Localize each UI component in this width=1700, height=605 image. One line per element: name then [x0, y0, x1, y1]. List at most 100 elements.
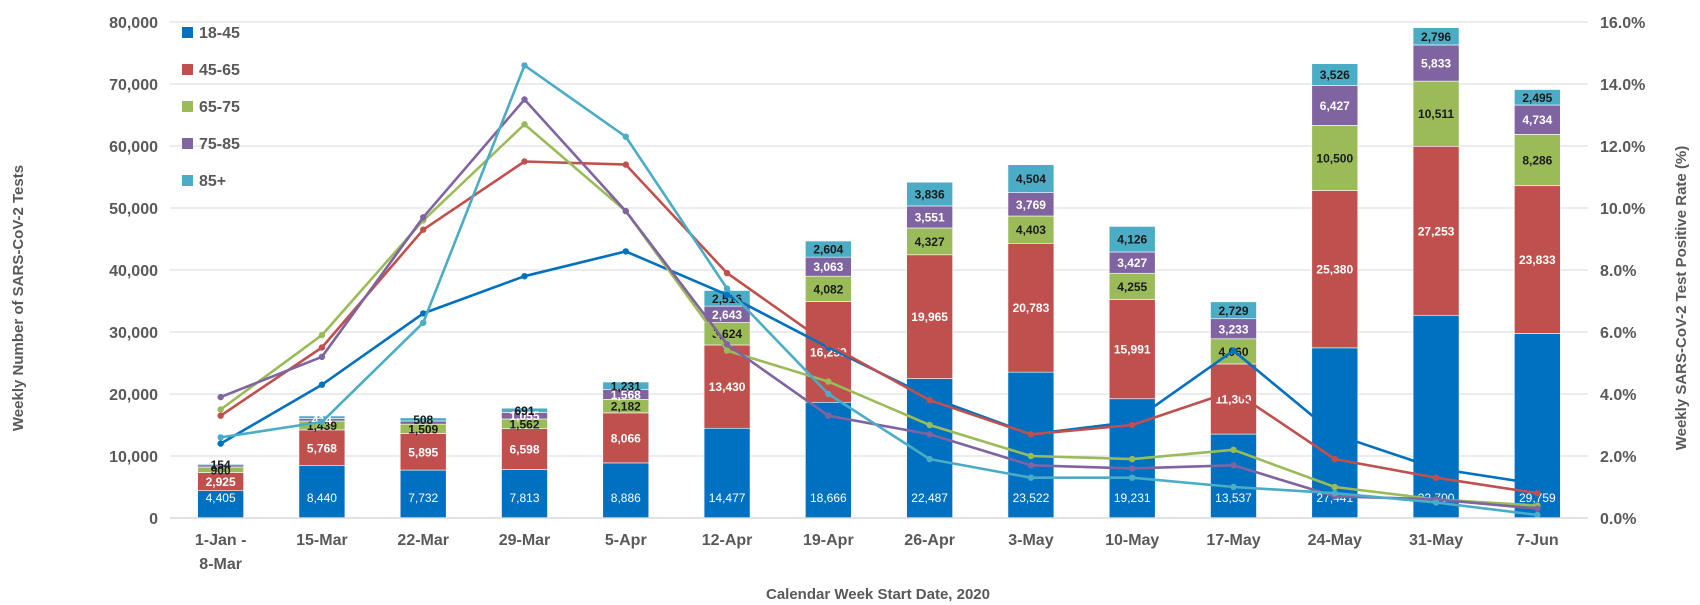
rate-point	[1432, 499, 1440, 506]
rate-point	[926, 421, 933, 429]
x-tick-label: 10-May	[1105, 532, 1159, 549]
legend-swatch	[182, 101, 193, 112]
rate-point	[723, 269, 731, 277]
bar-data-label: 1,231	[611, 379, 641, 393]
y-tick-label: 30,000	[109, 325, 158, 342]
bar-segment	[1514, 134, 1561, 187]
bar-segment	[1514, 89, 1561, 106]
bar-data-label: 4,082	[813, 282, 843, 296]
y2-tick-label: 4.0%	[1600, 387, 1636, 404]
bar-segment	[1007, 164, 1055, 193]
bar-segment	[1210, 301, 1257, 320]
bar-segment	[1311, 190, 1359, 349]
y2-tick-label: 14.0%	[1600, 77, 1645, 94]
bar-data-label: 508	[413, 413, 433, 427]
bar-segment	[1412, 145, 1460, 316]
rate-point	[622, 133, 629, 140]
bar-data-label: 23,833	[1519, 253, 1556, 267]
bar-segment	[399, 433, 447, 471]
bar-segment	[501, 428, 548, 470]
y-tick-label: 20,000	[109, 387, 158, 404]
x-tick-label: 19-Apr	[803, 532, 854, 549]
bar-segment	[1108, 299, 1156, 400]
y2-tick-label: 8.0%	[1600, 263, 1636, 280]
bar-data-label: 8,286	[1522, 154, 1552, 168]
rate-point	[217, 434, 224, 441]
bar-data-label: 23,522	[1013, 491, 1050, 505]
bar-segment	[1007, 243, 1055, 373]
y2-tick-label: 16.0%	[1600, 15, 1645, 32]
bar-data-label: 1,568	[611, 388, 641, 402]
x-tick-label: 15-Mar	[296, 532, 348, 549]
rate-point	[825, 378, 832, 385]
bar-segment	[1311, 85, 1359, 126]
rate-point	[1230, 387, 1237, 395]
x-tick-label: 17-May	[1206, 532, 1260, 549]
bar-segment	[906, 227, 953, 256]
rate-point	[1129, 421, 1136, 429]
bar-data-label: 1,562	[509, 417, 539, 431]
bar-segment	[1514, 104, 1561, 135]
rate-point	[217, 440, 224, 447]
bar-segment	[399, 469, 447, 519]
bar-data-label: 2,495	[1522, 91, 1552, 105]
bar-data-label: 10,511	[1418, 107, 1454, 121]
y-tick-label: 10,000	[109, 449, 158, 466]
bar-data-label: 4,126	[1117, 233, 1147, 247]
rate-point	[318, 331, 326, 339]
bar-data-label: 2,925	[206, 475, 236, 489]
bar-segment	[1311, 125, 1359, 191]
bar-data-label: 5,833	[1421, 57, 1451, 71]
legend-label: 65-75	[199, 99, 240, 116]
y-tick-label: 50,000	[109, 201, 158, 218]
rate-point	[420, 226, 427, 233]
rate-point	[926, 397, 933, 404]
y-tick-label: 60,000	[109, 139, 158, 156]
bar-data-label: 3,233	[1218, 322, 1248, 336]
rate-point	[1129, 465, 1136, 472]
rate-point	[217, 412, 224, 419]
bar-data-label: 29,759	[1519, 491, 1556, 505]
rate-point	[521, 96, 528, 103]
rate-point	[420, 319, 427, 326]
bar-data-label: 3,526	[1320, 68, 1350, 82]
rate-point	[1534, 511, 1541, 519]
bar-segment	[1108, 272, 1156, 300]
bar-segment	[298, 465, 346, 519]
bar-segment	[1412, 27, 1460, 46]
rate-point	[521, 273, 528, 280]
bar-data-label: 2,182	[611, 400, 641, 414]
bar-data-label: 8,886	[611, 491, 641, 505]
bar-segment	[1007, 215, 1055, 244]
rate-point	[1027, 474, 1035, 481]
bar-segment	[1412, 80, 1460, 147]
rate-line	[220, 64, 1538, 517]
rate-point	[1432, 465, 1440, 472]
x-tick-label: 24-May	[1308, 532, 1362, 549]
bar-data-label: 691	[514, 404, 534, 418]
rate-point	[1230, 347, 1237, 354]
bar-data-label: 6,427	[1320, 99, 1350, 113]
rate-point	[318, 418, 326, 426]
rate-point	[1230, 483, 1237, 491]
bar-data-label: 3,427	[1117, 256, 1147, 270]
bar-data-label: 4,504	[1016, 172, 1046, 186]
rate-point	[521, 62, 528, 69]
y-axis-title: Weekly Number of SARS-CoV-2 Tests	[10, 165, 27, 431]
bar-data-label: 14,477	[709, 491, 746, 505]
bar-data-label: 27,253	[1418, 224, 1455, 238]
y2-tick-label: 0.0%	[1600, 511, 1636, 528]
bar-data-label: 7,732	[408, 491, 438, 505]
bar-segment	[197, 463, 244, 466]
legend-label: 18-45	[199, 25, 240, 42]
rate-point	[825, 390, 832, 398]
y2-tick-label: 10.0%	[1600, 201, 1645, 218]
bar-data-label: 3,063	[813, 260, 843, 274]
y-tick-label: 0	[149, 511, 158, 528]
bar-data-label: 2,643	[712, 308, 742, 322]
x-tick-label: 29-Mar	[499, 532, 551, 549]
bar-data-label: 900	[211, 463, 231, 477]
bar-data-label: 154	[211, 458, 231, 472]
